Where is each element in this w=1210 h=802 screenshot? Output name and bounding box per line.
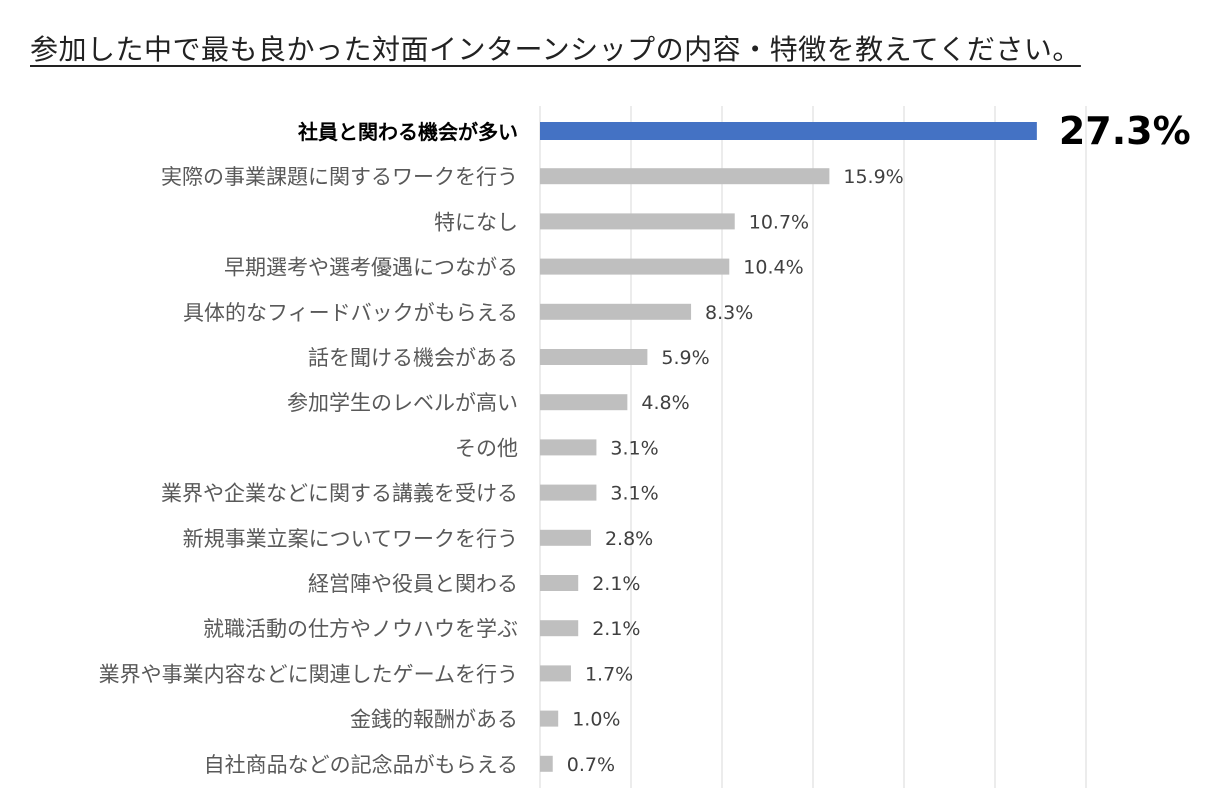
category-label: 新規事業立案についてワークを行う: [183, 527, 518, 551]
data-label: 27.3%: [1059, 109, 1191, 153]
data-label: 15.9%: [843, 166, 903, 188]
bar: [540, 484, 597, 501]
data-label: 1.7%: [585, 663, 633, 685]
bar: [540, 394, 628, 411]
data-label: 5.9%: [661, 347, 709, 369]
category-label: 実際の事業課題に関するワークを行う: [161, 165, 518, 189]
category-label: その他: [455, 436, 518, 460]
chart-title: 参加した中で最も良かった対面インターンシップの内容・特徴を教えてください。: [30, 33, 1081, 66]
bar: [540, 349, 648, 365]
bar: [540, 620, 579, 637]
category-label: 早期選考や選考優遇につながる: [224, 256, 518, 280]
category-label: 経営陣や役員と関わる: [308, 572, 518, 596]
bar: [540, 303, 692, 320]
data-label: 2.1%: [592, 618, 640, 640]
data-label: 8.3%: [705, 302, 753, 324]
bar: [540, 213, 735, 230]
category-label: 社員と関わる機会が多い: [297, 120, 518, 144]
data-label: 3.1%: [610, 437, 658, 459]
data-label: 3.1%: [610, 483, 658, 505]
bar: [540, 168, 830, 185]
data-label: 0.7%: [567, 754, 615, 776]
data-label: 10.4%: [743, 257, 803, 279]
category-label: 自社商品などの記念品がもらえる: [204, 753, 518, 777]
bar: [540, 529, 591, 546]
category-label: 業界や企業などに関する講義を受ける: [161, 482, 518, 506]
data-label: 10.7%: [749, 211, 809, 233]
category-label: 話を聞ける機会がある: [308, 346, 518, 370]
bar: [540, 665, 571, 682]
data-label: 1.0%: [572, 709, 620, 731]
category-label: 金銭的報酬がある: [350, 708, 518, 732]
data-label: 2.8%: [605, 528, 653, 550]
category-label: 参加学生のレベルが高い: [287, 391, 518, 415]
category-label: 特になし: [434, 210, 518, 234]
bar: [540, 122, 1037, 140]
bar: [540, 258, 730, 275]
category-label: 就職活動の仕方やノウハウを学ぶ: [203, 617, 518, 641]
category-label: 具体的なフィードバックがもらえる: [183, 301, 518, 325]
data-label: 2.1%: [592, 573, 640, 595]
data-label: 4.8%: [641, 392, 689, 414]
bar: [540, 439, 597, 456]
bar: [540, 755, 553, 772]
bar: [540, 575, 579, 591]
category-label: 業界や事業内容などに関連したゲームを行う: [99, 662, 518, 686]
bar: [540, 710, 559, 727]
